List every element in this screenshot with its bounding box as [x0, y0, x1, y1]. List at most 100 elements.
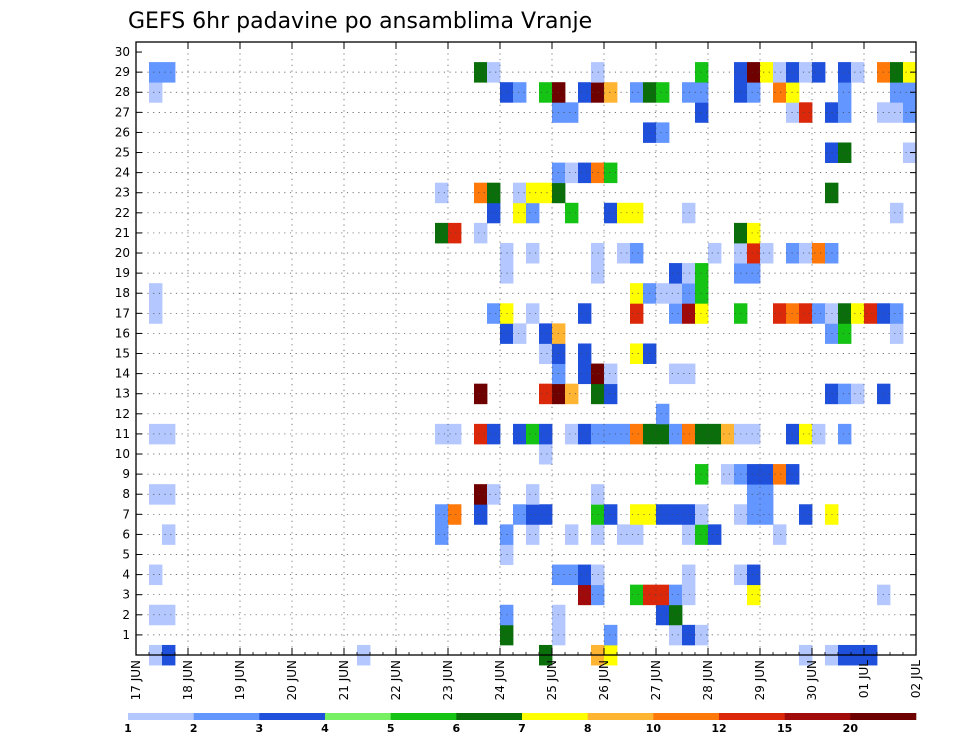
precip-cell: [682, 624, 696, 646]
y-axis-ticks: 1234567891011121314151617181920212223242…: [115, 45, 916, 642]
precip-cell: [604, 82, 618, 103]
x-tick-label: 21 JUN: [337, 660, 351, 700]
precip-cell: [695, 62, 709, 83]
precip-cell: [149, 484, 163, 505]
precip-cell: [617, 202, 631, 224]
precip-cell: [812, 62, 826, 83]
y-tick-label: 19: [115, 266, 130, 280]
y-tick-label: 21: [115, 226, 130, 240]
precip-cell: [565, 202, 579, 224]
precip-cell: [487, 182, 501, 204]
precip-cell: [513, 423, 527, 445]
precip-cell: [682, 82, 696, 103]
y-tick-label: 28: [115, 85, 130, 99]
precip-cell: [669, 303, 683, 324]
x-tick-label: 24 JUN: [493, 660, 507, 700]
precip-cell: [851, 383, 865, 405]
precip-cell: [838, 82, 852, 103]
precip-cell: [747, 222, 761, 244]
precip-cell: [708, 423, 722, 445]
colorbar-label: 8: [584, 722, 592, 735]
precip-cell: [669, 283, 683, 304]
precip-cell: [708, 524, 722, 545]
y-tick-label: 26: [115, 125, 130, 139]
precip-cell: [890, 303, 904, 324]
y-tick-label: 4: [122, 568, 130, 582]
x-tick-label: 22 JUN: [389, 660, 403, 700]
precip-cell: [812, 423, 826, 445]
precip-cell: [695, 423, 709, 445]
precip-cell: [539, 383, 553, 405]
precip-cell: [747, 82, 761, 103]
precip-cell: [630, 283, 644, 304]
precip-cell: [747, 484, 761, 505]
x-tick-label: 26 JUN: [597, 660, 611, 700]
x-tick-label: 30 JUN: [805, 660, 819, 700]
precip-cell: [682, 524, 696, 545]
colorbar-swatch: [128, 713, 194, 720]
precip-cell: [851, 62, 865, 83]
precip-cell: [435, 222, 449, 244]
colorbar-label: 7: [518, 722, 526, 735]
y-tick-label: 11: [115, 427, 130, 441]
precip-cell: [487, 423, 501, 445]
precip-cell: [656, 604, 670, 626]
precip-cell: [604, 363, 618, 385]
precip-cell: [578, 82, 592, 103]
precip-cell: [617, 524, 631, 545]
precip-cell: [695, 102, 709, 123]
colorbar-swatch: [587, 713, 654, 720]
precip-cell: [747, 504, 761, 525]
precip-cell: [578, 303, 592, 324]
precip-cell: [799, 62, 813, 83]
precip-cell: [513, 182, 527, 204]
precip-cell: [565, 423, 579, 445]
precip-cell: [162, 604, 176, 626]
precip-cell: [669, 363, 683, 385]
precip-cell: [578, 162, 592, 184]
y-tick-label: 13: [115, 387, 130, 401]
precip-cell: [149, 283, 163, 304]
chart-title: GEFS 6hr padavine po ansamblima Vranje: [128, 9, 592, 34]
colorbar-label: 2: [190, 722, 198, 735]
precip-cell: [513, 82, 527, 103]
precip-cell: [630, 82, 644, 103]
precip-cell: [682, 303, 696, 324]
precip-cell: [578, 564, 592, 586]
precip-cell: [799, 504, 813, 525]
y-tick-label: 2: [122, 608, 130, 622]
precip-cell: [695, 624, 709, 646]
precip-cell: [149, 564, 163, 586]
precip-cell: [838, 303, 852, 324]
precip-cell: [708, 242, 722, 264]
y-tick-label: 16: [115, 326, 130, 340]
y-tick-label: 8: [122, 487, 130, 501]
precip-cell: [747, 423, 761, 445]
precip-cell: [617, 423, 631, 445]
precip-cell: [149, 82, 163, 103]
precip-cell: [747, 464, 761, 485]
colorbar-swatch: [850, 713, 917, 720]
precip-cell: [773, 62, 787, 83]
precip-cell: [435, 423, 449, 445]
precip-cell: [773, 524, 787, 545]
precip-cell: [695, 283, 709, 304]
colorbar-swatch: [193, 713, 260, 720]
precip-cell: [578, 363, 592, 385]
colorbar-swatch: [653, 713, 720, 720]
precip-cell: [474, 484, 488, 505]
colorbar-swatch: [456, 713, 523, 720]
precip-cell: [604, 162, 618, 184]
x-tick-label: 18 JUN: [181, 660, 195, 700]
precip-cell: [799, 303, 813, 324]
precip-cell: [838, 142, 852, 163]
precip-cell: [890, 82, 904, 103]
y-tick-label: 18: [115, 286, 130, 300]
precip-cell: [656, 283, 670, 304]
precip-cell: [526, 242, 540, 264]
precip-cell: [578, 584, 592, 606]
precip-cell: [578, 343, 592, 364]
precip-cell: [149, 62, 163, 83]
colorbar-label: 6: [453, 722, 461, 735]
colorbar-swatch: [325, 713, 391, 720]
